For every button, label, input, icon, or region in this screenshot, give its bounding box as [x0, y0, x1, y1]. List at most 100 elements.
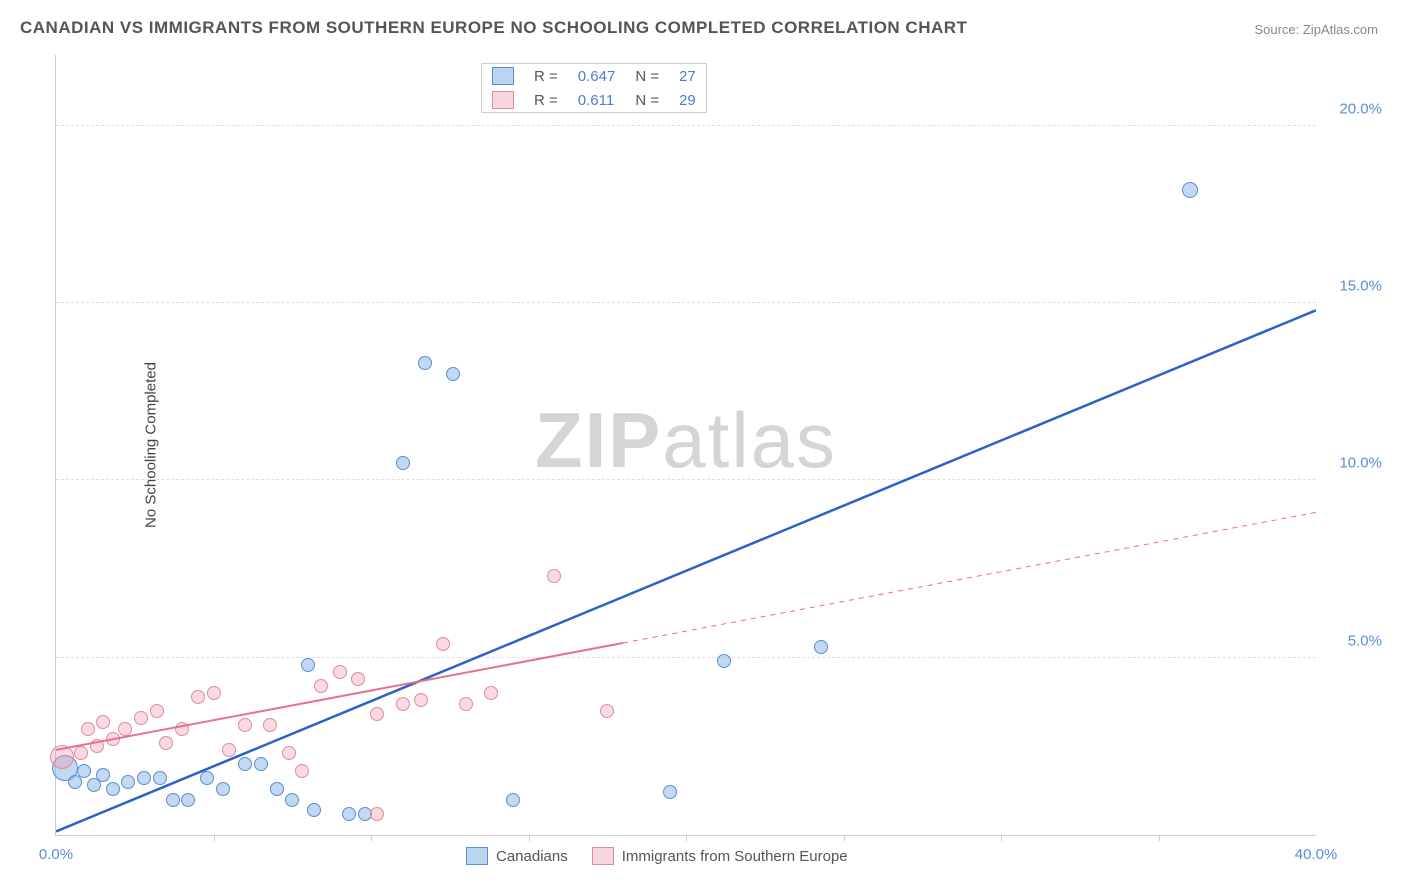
data-point — [153, 771, 167, 785]
data-point — [207, 686, 221, 700]
gridline-h — [56, 125, 1316, 126]
data-point — [50, 745, 74, 769]
data-point — [222, 743, 236, 757]
legend-label-canadians: Canadians — [496, 848, 568, 865]
source-attribution: Source: ZipAtlas.com — [1254, 22, 1378, 37]
x-tick — [1159, 835, 1160, 841]
data-point — [333, 665, 347, 679]
r-value-immigrants: 0.611 — [568, 88, 626, 112]
swatch-pink-icon — [492, 91, 514, 109]
data-point — [121, 775, 135, 789]
data-point — [446, 367, 460, 381]
r-value-canadians: 0.647 — [568, 64, 626, 88]
data-point — [459, 697, 473, 711]
y-tick-label: 5.0% — [1322, 632, 1382, 649]
data-point — [175, 722, 189, 736]
data-point — [342, 807, 356, 821]
data-point — [814, 640, 828, 654]
data-point — [285, 793, 299, 807]
n-label: N = — [625, 88, 669, 112]
data-point — [238, 718, 252, 732]
data-point — [307, 803, 321, 817]
data-point — [134, 711, 148, 725]
y-tick-label: 20.0% — [1322, 100, 1382, 117]
x-tick — [214, 835, 215, 841]
data-point — [238, 757, 252, 771]
data-point — [295, 764, 309, 778]
swatch-pink-icon — [592, 847, 614, 865]
data-point — [506, 793, 520, 807]
data-point — [396, 697, 410, 711]
data-point — [263, 718, 277, 732]
x-tick-label: 0.0% — [39, 846, 73, 863]
data-point — [96, 768, 110, 782]
legend-item-immigrants: Immigrants from Southern Europe — [592, 847, 848, 865]
data-point — [301, 658, 315, 672]
x-tick — [371, 835, 372, 841]
x-tick — [686, 835, 687, 841]
n-value-immigrants: 29 — [669, 88, 706, 112]
x-tick-label: 40.0% — [1295, 846, 1338, 863]
data-point — [118, 722, 132, 736]
data-point — [150, 704, 164, 718]
x-tick — [1001, 835, 1002, 841]
data-point — [351, 672, 365, 686]
data-point — [166, 793, 180, 807]
watermark: ZIPatlas — [535, 395, 837, 486]
series-legend: Canadians Immigrants from Southern Europ… — [466, 847, 848, 865]
r-label: R = — [524, 64, 568, 88]
y-axis-label: No Schooling Completed — [142, 362, 159, 528]
data-point — [106, 732, 120, 746]
legend-item-canadians: Canadians — [466, 847, 568, 865]
chart-title: CANADIAN VS IMMIGRANTS FROM SOUTHERN EUR… — [20, 18, 967, 38]
data-point — [282, 746, 296, 760]
swatch-blue-icon — [492, 67, 514, 85]
source-value: ZipAtlas.com — [1303, 22, 1378, 37]
x-tick — [844, 835, 845, 841]
data-point — [436, 637, 450, 651]
x-tick — [529, 835, 530, 841]
correlation-legend: R = 0.647 N = 27 R = 0.611 N = 29 — [481, 63, 707, 113]
legend-label-immigrants: Immigrants from Southern Europe — [622, 848, 848, 865]
r-legend-row-canadians: R = 0.647 N = 27 — [482, 64, 706, 88]
data-point — [159, 736, 173, 750]
data-point — [90, 739, 104, 753]
y-tick-label: 10.0% — [1322, 455, 1382, 472]
data-point — [137, 771, 151, 785]
data-point — [370, 707, 384, 721]
watermark-light: atlas — [662, 396, 837, 484]
gridline-h — [56, 302, 1316, 303]
data-point — [663, 785, 677, 799]
r-label: R = — [524, 88, 568, 112]
data-point — [77, 764, 91, 778]
data-point — [96, 715, 110, 729]
data-point — [106, 782, 120, 796]
gridline-h — [56, 657, 1316, 658]
scatter-plot: No Schooling Completed ZIPatlas R = 0.64… — [55, 55, 1316, 836]
data-point — [200, 771, 214, 785]
data-point — [74, 746, 88, 760]
n-label: N = — [625, 64, 669, 88]
data-point — [414, 693, 428, 707]
data-point — [600, 704, 614, 718]
r-legend-row-immigrants: R = 0.611 N = 29 — [482, 88, 706, 112]
data-point — [1182, 182, 1198, 198]
data-point — [216, 782, 230, 796]
swatch-blue-icon — [466, 847, 488, 865]
source-label: Source: — [1254, 22, 1302, 37]
watermark-bold: ZIP — [535, 396, 662, 484]
data-point — [370, 807, 384, 821]
data-point — [81, 722, 95, 736]
data-point — [396, 456, 410, 470]
data-point — [314, 679, 328, 693]
data-point — [418, 356, 432, 370]
data-point — [181, 793, 195, 807]
data-point — [717, 654, 731, 668]
data-point — [484, 686, 498, 700]
n-value-canadians: 27 — [669, 64, 706, 88]
data-point — [270, 782, 284, 796]
y-tick-label: 15.0% — [1322, 278, 1382, 295]
data-point — [191, 690, 205, 704]
data-point — [254, 757, 268, 771]
data-point — [547, 569, 561, 583]
